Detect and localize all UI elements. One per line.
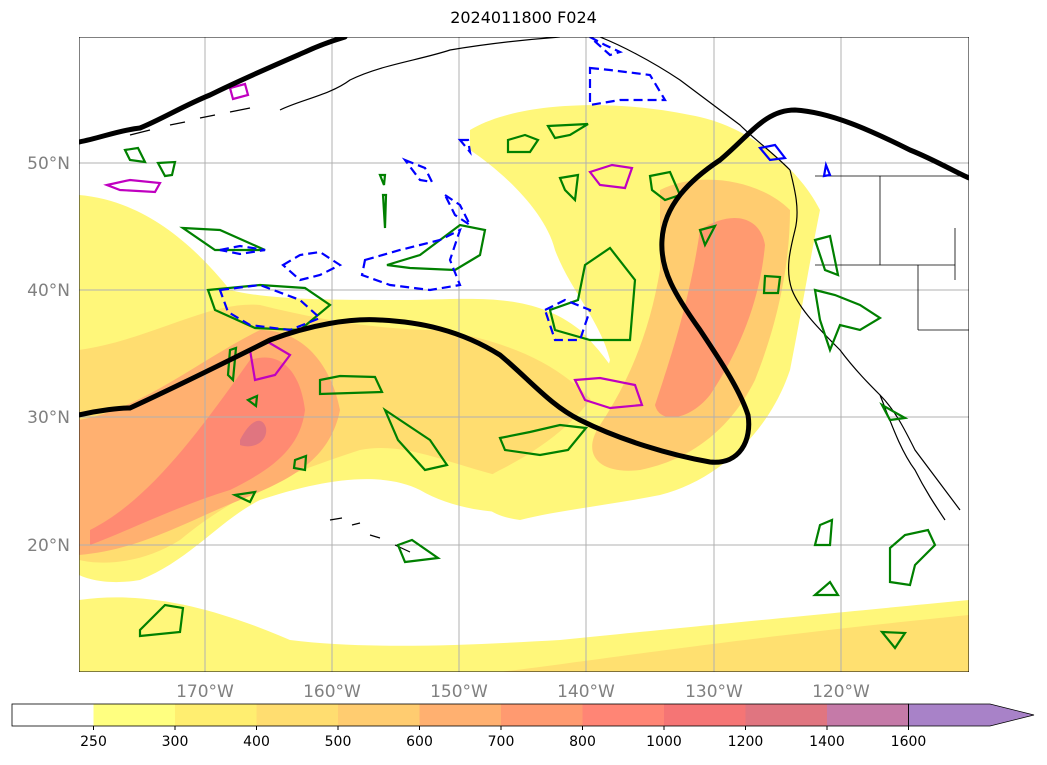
colorbar-tick-label: 800 [569,734,596,750]
colorbar-segment [827,704,909,726]
lat-label-20: 20°N [27,536,70,556]
colorbar-tick-label: 1600 [891,734,927,750]
lat-label-30: 30°N [27,408,70,428]
colorbar-segment [664,704,746,726]
lat-labels: 50°N 40°N 30°N 20°N [27,154,70,556]
us-border [815,175,969,331]
ivt-plume-east-3 [655,218,765,418]
jet-axis-north [79,37,348,145]
colorbar-segment [501,704,583,726]
coastlines [129,37,969,553]
colorbar-tick-label: 1400 [809,734,845,750]
map-area [79,37,969,672]
colorbar-segment [582,704,665,726]
lon-labels: 170°W 160°W 150°W 140°W 130°W 120°W [176,682,870,702]
lon-label-160w: 160°W [303,682,361,702]
contours-blue [218,37,667,342]
colorbar: 250 300 400 500 600 700 800 1000 1200 1400 1600 [11,703,1035,750]
lon-label-170w: 170°W [176,682,234,702]
colorbar-tick-label: 250 [80,734,107,750]
north-america-coast [787,169,961,511]
jet-axis-main [79,107,969,465]
colorbar-outline [11,703,909,727]
colorbar-tick-label: 400 [243,734,270,750]
lat-label-40: 40°N [27,281,70,301]
colorbar-segment [338,704,420,726]
lon-label-120w: 120°W [812,682,870,702]
colorbar-segment [93,704,176,726]
colorbar-extend-arrow [908,703,1035,727]
colorbar-tick-label: 1000 [646,734,682,750]
aleutian-chain [129,107,251,136]
colorbar-segment [419,704,502,726]
colorbar-tick-label: 1200 [728,734,764,750]
ivt-plume-west-4 [90,357,305,545]
colorbar-segment [745,704,828,726]
colorbar-tick-label: 600 [406,734,433,750]
colorbar-tick-label: 700 [488,734,515,750]
map-title: 2024011800 F024 [450,8,597,27]
colorbar-segment [256,704,339,726]
ivt-band-south-inner [500,615,969,672]
contours-blue-solid [757,143,832,178]
lon-label-140w: 140°W [557,682,615,702]
contours-green [123,122,937,650]
hawaii-islands [329,517,411,553]
ivt-plume-west-core [240,420,267,447]
lat-label-50: 50°N [27,154,70,174]
colorbar-segment [12,704,94,726]
lon-label-130w: 130°W [685,682,743,702]
colorbar-tick-label: 500 [325,734,352,750]
alaska-coast [279,37,791,171]
colorbar-segment [175,704,257,726]
colorbar-tick-label: 300 [162,734,189,750]
jet-axis [79,37,969,465]
lon-label-150w: 150°W [430,682,488,702]
